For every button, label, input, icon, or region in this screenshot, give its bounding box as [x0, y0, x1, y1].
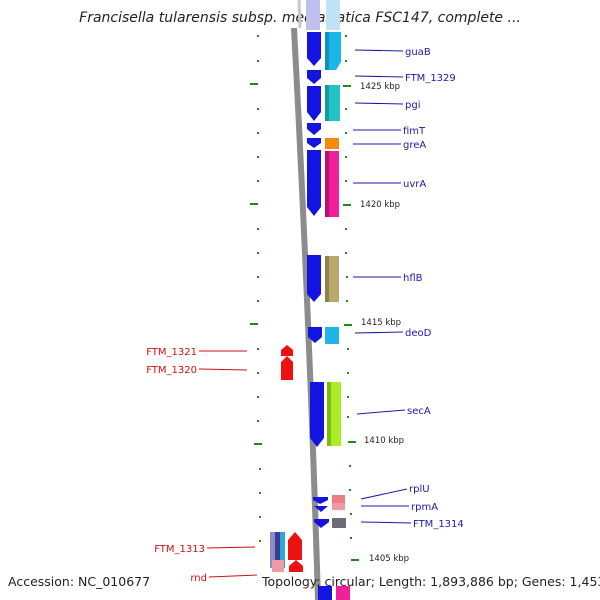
right-tick-column	[343, 35, 359, 561]
gene-arrow-secA	[310, 382, 324, 447]
cds-block-guaB-edge	[325, 32, 329, 70]
gene-block-FTM_1313-c	[280, 532, 285, 568]
gene-block-FTM_1313-b	[275, 532, 280, 568]
gene-arrow-FTM_1329	[307, 70, 321, 84]
gene-label-rplU[interactable]: rplU	[409, 484, 430, 495]
gene-arrow-hflB	[307, 255, 321, 302]
left-leaders	[198, 350, 258, 578]
gene-label-greA[interactable]: greA	[403, 140, 426, 151]
left-strand-genes	[270, 345, 303, 572]
gene-label-rpmA[interactable]: rpmA	[411, 502, 438, 513]
gene-label-FTM_1320[interactable]: FTM_1320	[146, 365, 197, 376]
cds-block-deoD	[325, 327, 339, 344]
gene-label-uvrA[interactable]: uvrA	[403, 179, 426, 190]
gene-label-secA[interactable]: secA	[407, 406, 431, 417]
bottom-strip-blue	[318, 586, 332, 600]
gene-arrow-FTM_1321	[281, 345, 293, 356]
gene-label-FTM_1313[interactable]: FTM_1313	[154, 544, 205, 555]
cds-blocks	[325, 32, 346, 528]
scale-label: 1425 kbp	[360, 82, 400, 92]
genome-backbone	[291, 27, 321, 600]
gene-arrow-rnd	[289, 560, 303, 572]
cds-block-hflB-edge	[325, 256, 329, 302]
gene-block-rnd	[272, 560, 284, 572]
left-tick-column	[250, 35, 262, 542]
gene-arrow-uvrA	[307, 150, 321, 216]
cds-block-secA-edge	[327, 382, 331, 446]
cds-block-uvrA-edge	[325, 151, 329, 217]
scale-label: 1420 kbp	[360, 200, 400, 210]
gene-arrow-rplU	[313, 497, 328, 504]
cds-block-FTM_1314	[332, 518, 346, 528]
gene-label-deoD[interactable]: deoD	[405, 328, 432, 339]
top-strip-blue	[306, 0, 320, 30]
scale-label: 1415 kbp	[361, 318, 401, 328]
gene-label-fimT[interactable]: fimT	[403, 126, 426, 137]
gene-arrow-FTM_1314	[314, 519, 329, 528]
gene-label-rnd[interactable]: rnd	[190, 573, 207, 584]
gene-arrow-rpmA	[314, 506, 328, 512]
scale-label: 1410 kbp	[364, 436, 404, 446]
gene-arrow-fimT	[307, 123, 321, 135]
gene-label-FTM_1314[interactable]: FTM_1314	[413, 519, 464, 530]
gene-label-hflB[interactable]: hflB	[403, 273, 423, 284]
gene-label-guaB[interactable]: guaB	[405, 47, 431, 58]
gene-arrow-greA	[307, 138, 321, 148]
gene-arrow-guaB	[307, 32, 321, 66]
cds-block-greA	[325, 138, 339, 149]
bottom-strip-pink	[336, 586, 350, 600]
gene-arrow-FTM_1320	[281, 356, 293, 380]
topology-summary: Topology: circular; Length: 1,893,886 bp…	[262, 574, 600, 589]
gene-block-FTM_1313-a	[270, 532, 275, 568]
gene-arrow-deoD	[308, 327, 322, 343]
gene-arrow-FTM_1313	[288, 532, 302, 560]
gene-arrow-pgi	[307, 86, 321, 121]
top-strip-cyan	[326, 0, 340, 30]
gene-label-FTM_1321[interactable]: FTM_1321	[146, 347, 197, 358]
cds-block-pgi-edge	[325, 85, 329, 121]
genome-backbone-inner	[297, 0, 302, 29]
strand-arrows	[307, 32, 329, 528]
cds-block-rpmA	[332, 503, 345, 510]
right-leaders	[353, 49, 412, 524]
accession-text: Accession: NC_010677	[8, 574, 151, 589]
gene-label-FTM_1329[interactable]: FTM_1329	[405, 73, 456, 84]
scale-label: 1405 kbp	[369, 554, 409, 564]
cds-block-rplU	[332, 495, 345, 504]
gene-label-pgi[interactable]: pgi	[405, 100, 420, 111]
